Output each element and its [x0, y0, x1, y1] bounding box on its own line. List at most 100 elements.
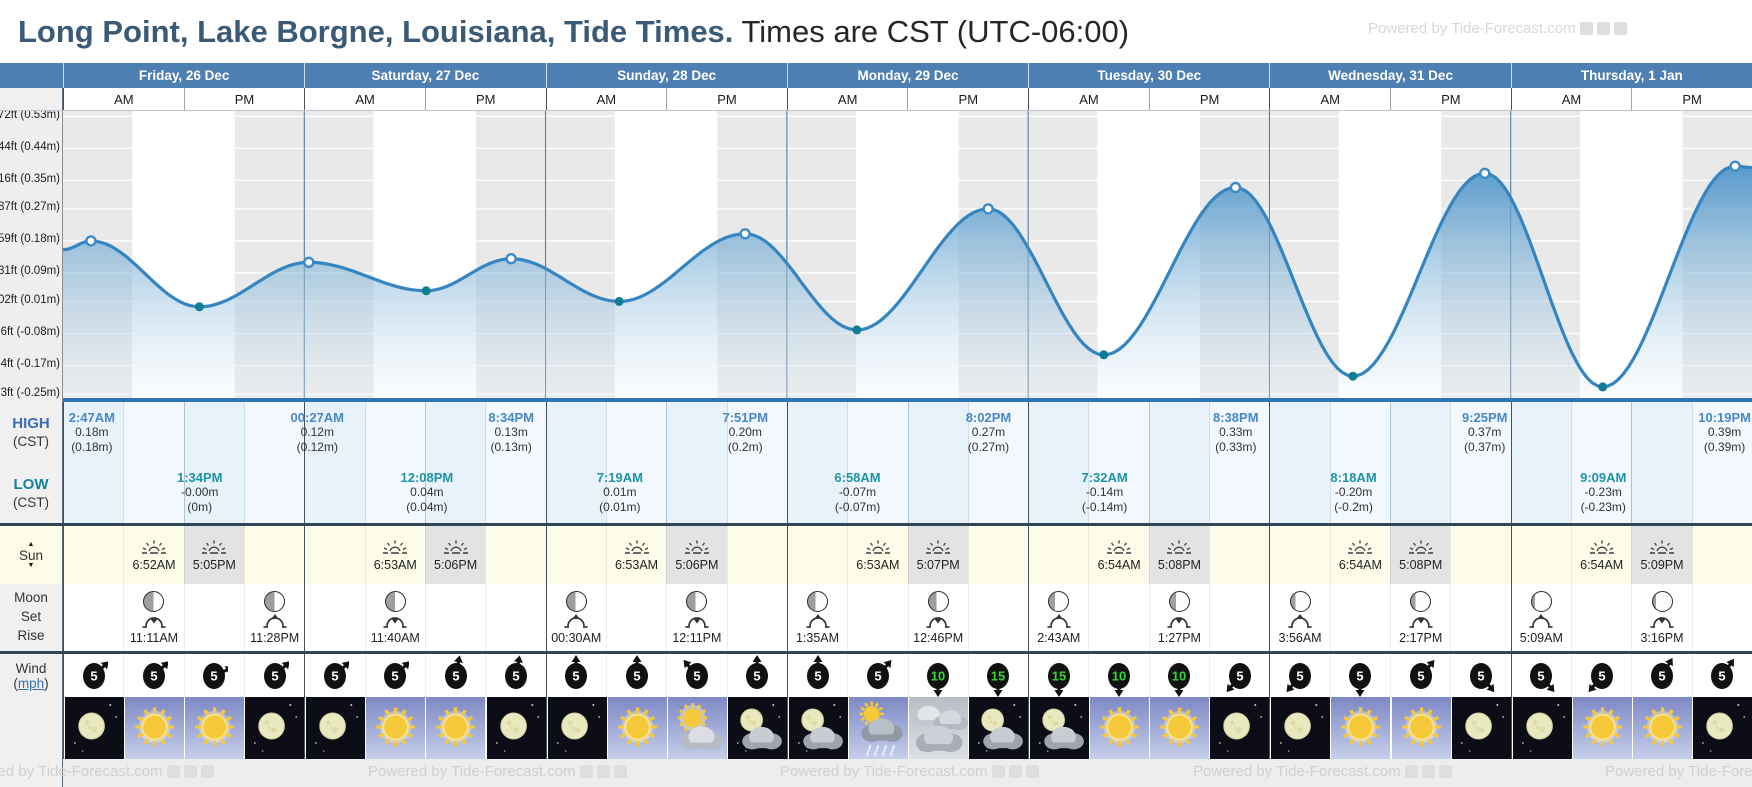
tide-chart-plot [62, 111, 1752, 403]
svg-text:5: 5 [874, 668, 881, 683]
quarter-cell [1088, 402, 1149, 462]
quarter-cell [183, 402, 244, 462]
watermark-text: Powered by Tide-Forecast.com [0, 763, 163, 780]
low-tide-time: 7:19AM [596, 470, 643, 485]
weather-cloudy-night-icon [788, 697, 848, 759]
high-tide-time: 8:34PM [488, 410, 534, 425]
quarter-cell [1691, 462, 1752, 523]
moon-set-icon [1650, 616, 1674, 628]
high-tide-day-cell: 10:19PM 0.39m (0.39m) [1510, 402, 1752, 462]
sunset-time: 5:07PM [916, 557, 960, 572]
quarter-cell [243, 402, 305, 462]
watermark-text: Powered by Tide-Forecast.com [1193, 763, 1401, 780]
high-tide-height-alt: (0.39m) [1703, 440, 1746, 454]
day-header-label: Friday, 26 Dec [138, 68, 230, 83]
moon-set-icon [142, 616, 166, 628]
watermark-footer: Powered by Tide-Forecast.com [780, 763, 1039, 780]
wind-icon: 5 [1651, 657, 1673, 689]
weather-cell [787, 697, 848, 759]
quarter-cell [847, 402, 908, 462]
sun-horizon-icon [1167, 540, 1192, 554]
mph-link[interactable]: mph [17, 675, 45, 691]
sunset-time: 5:06PM [434, 557, 478, 572]
am-header: AM [114, 91, 134, 107]
high-tide-height: 0.20m [728, 425, 762, 439]
weather-cell [184, 697, 245, 759]
quarter-cell [485, 462, 546, 523]
quarter-cell [967, 462, 1029, 523]
low-label-tz: (CST) [13, 494, 49, 510]
low-tide-height: -0.20m [1334, 485, 1373, 499]
quarter-cell [64, 526, 123, 584]
high-tide-time: 2:47AM [68, 410, 115, 425]
weather-cell [365, 697, 426, 759]
quarter-cell [1329, 584, 1390, 651]
quarter-cell [1209, 462, 1270, 523]
quarter-cell [726, 402, 787, 462]
svg-text:5: 5 [211, 668, 218, 683]
wind-cell: 5 [305, 654, 364, 697]
weather-sunny-icon [125, 697, 185, 759]
wind-cell: 5 [726, 654, 787, 697]
quarter-cell [1631, 462, 1692, 523]
low-tide-height: -0.14m [1085, 485, 1124, 499]
high-tide-day-cell: 2:47AM 0.18m (0.18m) [63, 402, 305, 462]
high-tide-entry: 00:27AM 0.12m (0.12m) [291, 410, 344, 455]
low-tide-height: -0.07m [838, 485, 877, 499]
wind-day-cell: 5 5 5 5 [304, 654, 545, 697]
quarter-cell [787, 402, 848, 462]
high-tide-entry: 8:38PM 0.33m (0.33m) [1213, 410, 1259, 455]
high-tide-day-cell: 9:25PM 0.37m (0.37m) [1269, 402, 1511, 462]
quarter-cell [243, 526, 304, 584]
moon-event-cell: 5:09AM [1512, 584, 1571, 651]
y-axis-tick-label: 1.72ft (0.53m) [0, 111, 60, 121]
weather-cell [968, 697, 1029, 759]
quarter-cell [1571, 584, 1631, 651]
moon-label: Moon [14, 590, 48, 605]
moon-event-cell: 1:35AM [788, 584, 847, 651]
high-tide-time: 8:38PM [1213, 410, 1259, 425]
quarter-cell [547, 526, 606, 584]
wind-cell: 10 [1148, 654, 1209, 697]
weather-cell [1511, 697, 1572, 759]
moon-rise-time: 2:43AM [1037, 630, 1081, 645]
moon-phase-icon [1168, 590, 1190, 612]
sun-row-label: ▲ Sun ▼ [0, 526, 63, 584]
sun-horizon-icon [1348, 540, 1373, 554]
low-tide-height-alt: (0.01m) [599, 500, 641, 514]
sun-day-cell: 6:53AM 5:06PM [545, 526, 787, 584]
day-header-label: Saturday, 27 Dec [371, 68, 480, 83]
quarter-cell [907, 402, 968, 462]
wind-cell: 5 [1450, 654, 1510, 697]
quarter-cell [305, 584, 364, 651]
moon-rise-time: 5:09AM [1519, 630, 1563, 645]
wind-icon: 5 [444, 654, 467, 689]
watermark-icon [1421, 765, 1435, 778]
wind-icon: 5 [1349, 662, 1372, 697]
wind-cell: 5 [1631, 654, 1691, 697]
wind-cell: 15 [967, 654, 1028, 697]
sunset-cell: 5:06PM [424, 526, 486, 584]
tide-chart-y-axis: 1.72ft (0.53m) 1.44ft (0.44m) 1.16ft (0.35… [0, 111, 63, 403]
ampm-header-row: AM PM AM PM AM PM AM PM AM PM AM PM AM PM [0, 88, 1752, 110]
day-header-label: Sunday, 28 Dec [617, 68, 717, 83]
weather-day-cell [1269, 697, 1511, 759]
wind-cell: 5 [424, 654, 485, 697]
pm-header: PM [1390, 88, 1511, 110]
sunrise-cell: 6:54AM [1088, 526, 1148, 584]
sunrise-cell: 6:53AM [364, 526, 425, 584]
moon-phase-icon [1410, 590, 1432, 612]
moon-rise-time: 3:56AM [1278, 630, 1322, 645]
high-tide-height: 0.27m [971, 425, 1006, 439]
high-tide-time: 00:27AM [290, 410, 345, 425]
quarter-cell [305, 402, 365, 462]
svg-text:5: 5 [633, 668, 640, 683]
weather-cell [726, 697, 787, 759]
svg-text:5: 5 [331, 668, 338, 683]
svg-text:5: 5 [1598, 668, 1605, 683]
quarter-cell [605, 462, 667, 523]
watermark-icon [1613, 22, 1627, 35]
wind-icon: 5 [142, 660, 168, 689]
wind-cell: 5 [1512, 654, 1571, 697]
wind-icon: 5 [1226, 662, 1251, 692]
